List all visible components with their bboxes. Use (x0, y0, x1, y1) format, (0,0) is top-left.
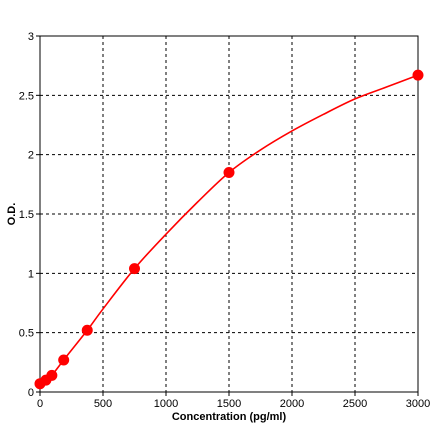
axis-ticks (36, 35, 419, 396)
data-point (223, 166, 235, 178)
x-tick-label: 1000 (154, 398, 178, 410)
data-points (34, 69, 424, 390)
data-point (81, 324, 93, 336)
x-tick-label: 1500 (217, 398, 241, 410)
grid-lines (40, 36, 418, 392)
data-point (46, 369, 58, 381)
x-tick-label: 3000 (406, 398, 430, 410)
y-tick-label: 1 (28, 268, 34, 280)
data-point (129, 263, 140, 275)
x-tick-label: 2500 (343, 398, 367, 410)
y-tick-label: 2.5 (19, 90, 34, 102)
data-point (58, 354, 70, 366)
y-tick-label: 3 (28, 31, 34, 43)
y-tick-label: 1.5 (19, 209, 34, 221)
series-curve (39, 74, 419, 385)
y-axis-title: O.D. (6, 203, 18, 226)
y-tick-label: 2 (28, 150, 34, 162)
y-tick-label: 0.5 (19, 328, 34, 340)
tick-labels: 0 500 1000 1500 2000 2500 3000 0 0.5 1 1.5 2 2.5 3 (19, 31, 431, 410)
data-point (412, 69, 424, 81)
x-tick-label: 0 (37, 398, 43, 410)
x-tick-label: 2000 (280, 398, 304, 410)
y-tick-label: 0 (28, 387, 34, 399)
x-axis-title: Concentration (pg/ml) (172, 411, 287, 423)
x-tick-label: 500 (94, 398, 112, 410)
